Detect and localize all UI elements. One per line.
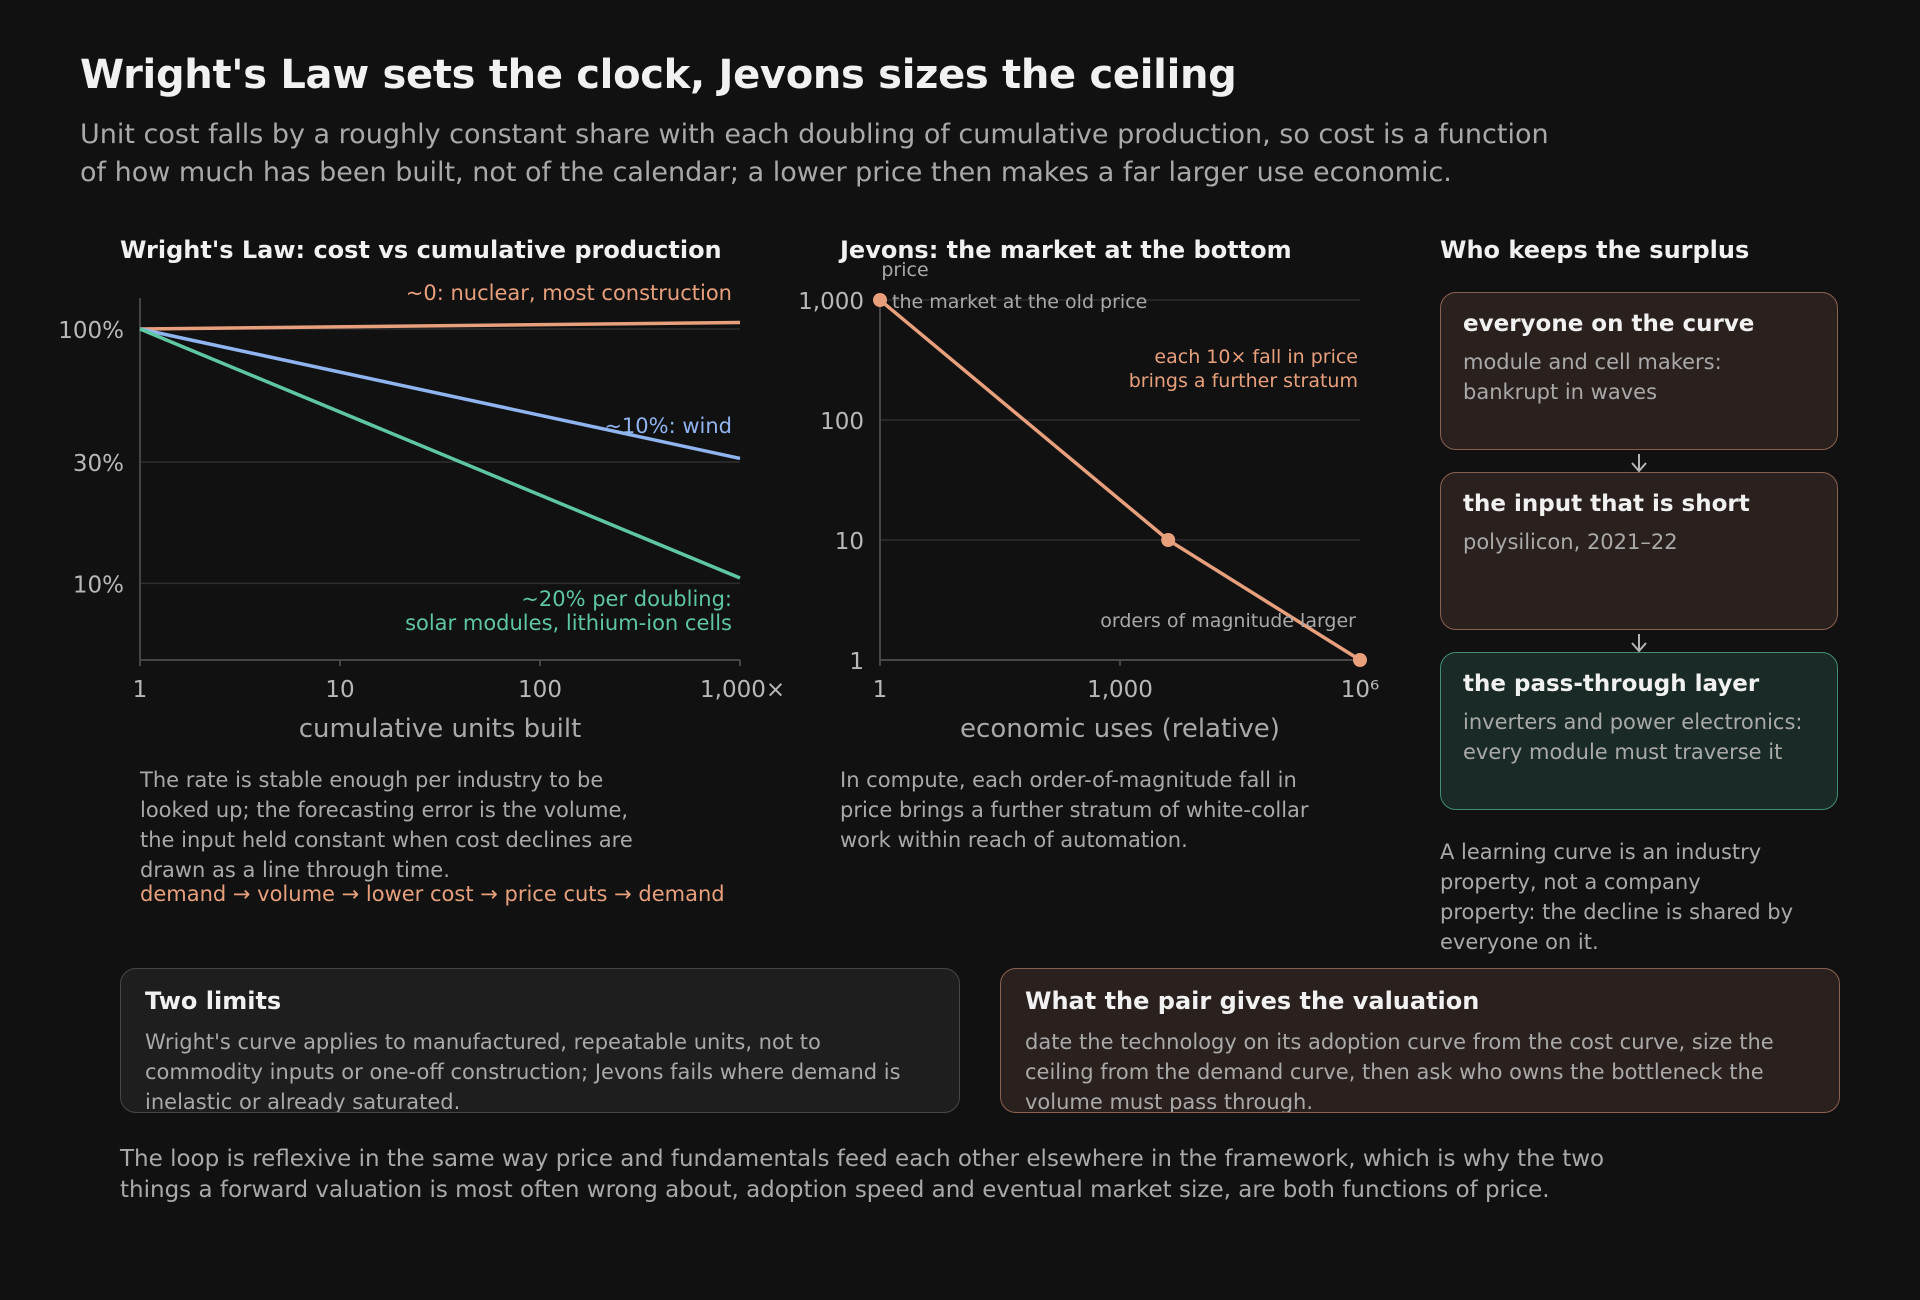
data-point <box>873 293 887 307</box>
wright-x-axis-label: cumulative units built <box>298 714 582 744</box>
series-line <box>139 327 741 580</box>
series-line <box>139 327 741 461</box>
surplus-box-title: the pass-through layer <box>1463 671 1760 697</box>
x-tick-label: 10 <box>325 677 354 703</box>
jevons-chart: price 1,000 100 10 11 1,000 10⁶ the market at t… <box>798 259 1380 703</box>
annotation-stratum: brings a further stratum <box>1129 370 1358 392</box>
x-tick-label: 1,000× <box>700 677 785 703</box>
arrow-down-icon <box>1631 454 1647 473</box>
surplus-box-body: module and cell makers: bankrupt in wave… <box>1463 350 1722 404</box>
page-subtitle: Unit cost falls by a roughly constant sh… <box>80 119 1549 188</box>
x-tick-label: 10⁶ <box>1341 677 1380 703</box>
arrow-down-icon <box>1631 634 1647 653</box>
series-label-nuclear: ~0: nuclear, most construction <box>406 281 732 305</box>
y-tick-label: 10% <box>73 572 124 598</box>
surplus-note: A learning curve is an industry property… <box>1440 840 1794 954</box>
valuation-body: date the technology on its adoption curv… <box>1025 1030 1774 1113</box>
surplus-title: Who keeps the surplus <box>1440 236 1750 264</box>
feedback-loop-text: demand → volume → lower cost → price cut… <box>140 882 725 906</box>
y-tick-label: 30% <box>73 451 124 477</box>
y-tick-label: 100 <box>820 409 864 435</box>
annotation-stratum: each 10× fall in price <box>1154 346 1358 368</box>
y-tick-label: 10 <box>835 529 864 555</box>
page-title: Wright's Law sets the clock, Jevons size… <box>80 52 1237 98</box>
data-point <box>1161 533 1176 547</box>
jevons-x-axis-label: economic uses (relative) <box>960 714 1280 744</box>
two-limits-body: Wright's curve applies to manufactured, … <box>145 1030 901 1113</box>
surplus-box-input: the input that is short polysilicon, 202… <box>1440 472 1838 630</box>
wright-note: The rate is stable enough per industry t… <box>140 768 633 882</box>
y-tick-label: 1 <box>849 649 864 675</box>
valuation-title: What the pair gives the valuation <box>1025 987 1480 1015</box>
two-limits-card: Two limits Wright's curve applies to man… <box>120 968 960 1113</box>
surplus-box-curve: everyone on the curve module and cell ma… <box>1440 292 1838 450</box>
series-label-solar: solar modules, lithium-ion cells <box>405 611 732 635</box>
two-limits-title: Two limits <box>145 987 282 1015</box>
data-point <box>1353 653 1367 667</box>
footer-note: The loop is reflexive in the same way pr… <box>120 1146 1605 1203</box>
wright-chart: 100% 30% 10% 1 10 100 1,000× ~0: nuclear, most … <box>58 281 785 703</box>
surplus-box-body: polysilicon, 2021–22 <box>1463 530 1678 554</box>
x-tick-label: 1 <box>133 677 148 703</box>
jevons-note: In compute, each order-of-magnitude fall… <box>840 768 1309 852</box>
series-line <box>139 320 741 331</box>
surplus-box-pass-through: the pass-through layer inverters and pow… <box>1440 652 1838 810</box>
jevons-chart-title: Jevons: the market at the bottom <box>840 236 1292 264</box>
x-tick-label: 1,000 <box>1087 677 1153 703</box>
annotation-old-price: the market at the old price <box>892 291 1147 313</box>
series-label-solar: ~20% per doubling: <box>521 587 732 611</box>
surplus-box-body: inverters and power electronics: every m… <box>1463 710 1803 764</box>
y-tick-label: 100% <box>58 318 124 344</box>
wright-chart-title: Wright's Law: cost vs cumulative product… <box>120 236 722 264</box>
x-tick-label: 100 <box>518 677 562 703</box>
annotation-larger: orders of magnitude larger <box>1100 610 1356 632</box>
surplus-box-title: the input that is short <box>1463 491 1750 517</box>
y-tick-label: 1,000 <box>798 289 864 315</box>
valuation-card: What the pair gives the valuation date t… <box>1000 968 1840 1113</box>
y-axis-label: price <box>881 259 928 281</box>
series-label-wind: ~10%: wind <box>604 414 732 438</box>
x-tick-label: 1 <box>873 677 888 703</box>
surplus-box-title: everyone on the curve <box>1463 311 1755 337</box>
